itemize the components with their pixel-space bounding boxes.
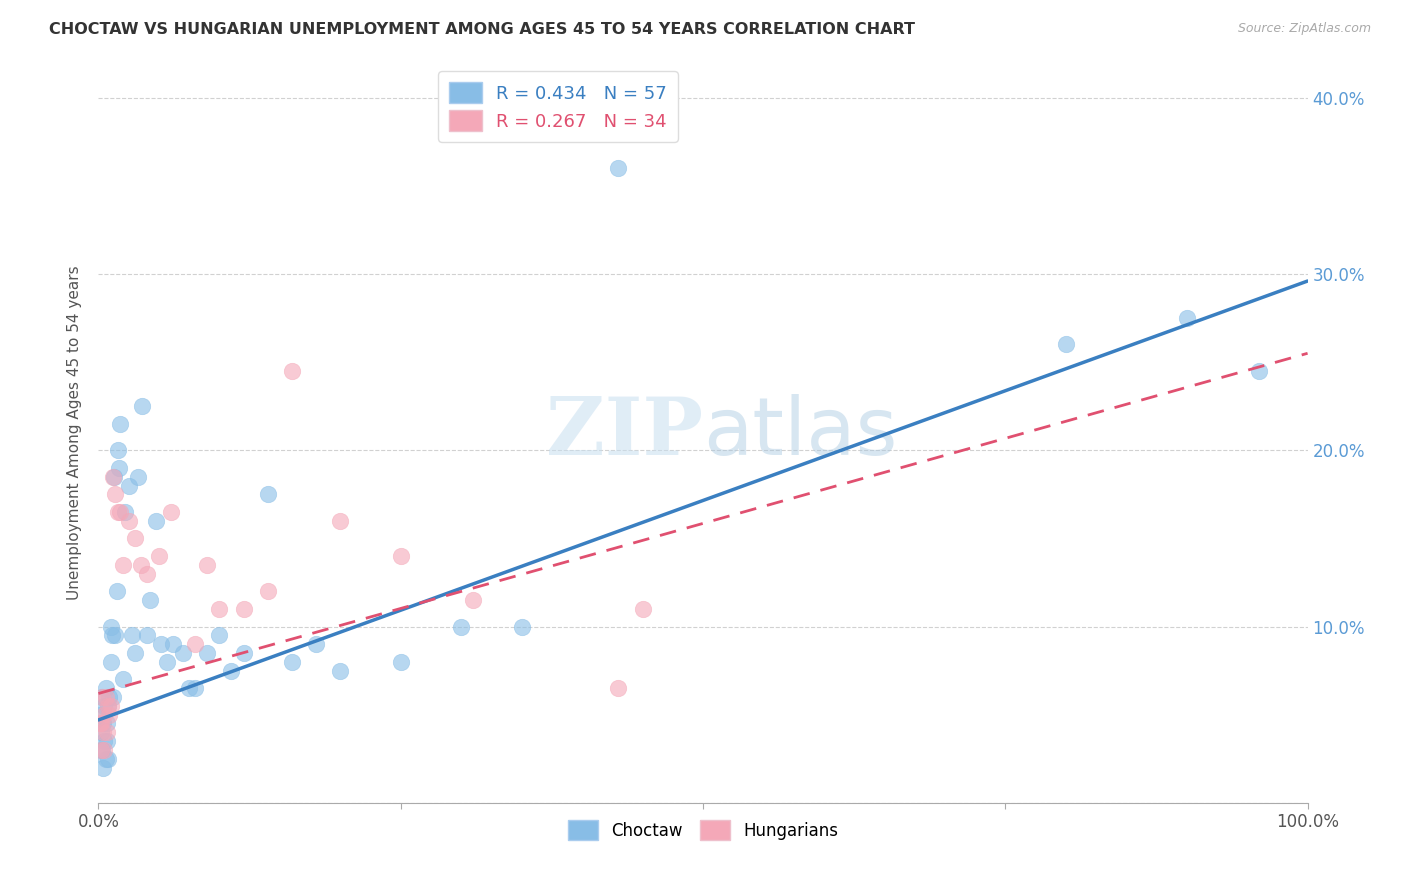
- Point: [118, 514, 141, 528]
- Point: [89, 707, 111, 722]
- Point: [118, 478, 141, 492]
- Point: [96, 734, 118, 748]
- Point: [127, 469, 149, 483]
- Point: [108, 417, 131, 431]
- Point: [389, 549, 412, 563]
- Point: [93, 743, 115, 757]
- Point: [90, 743, 112, 757]
- Point: [221, 664, 243, 678]
- Point: [107, 443, 129, 458]
- Point: [256, 487, 278, 501]
- Point: [93, 707, 115, 722]
- Point: [329, 664, 352, 678]
- Point: [93, 698, 115, 713]
- Point: [195, 558, 218, 572]
- Point: [305, 637, 328, 651]
- Point: [91, 760, 114, 774]
- Point: [281, 364, 304, 378]
- Point: [91, 716, 114, 731]
- Point: [100, 628, 122, 642]
- Point: [131, 399, 153, 413]
- Point: [91, 690, 114, 704]
- Point: [104, 628, 127, 642]
- Point: [1249, 364, 1271, 378]
- Point: [111, 558, 134, 572]
- Point: [98, 690, 121, 704]
- Point: [281, 655, 304, 669]
- Point: [463, 593, 485, 607]
- Point: [156, 655, 179, 669]
- Point: [148, 549, 170, 563]
- Point: [108, 505, 131, 519]
- Point: [607, 681, 630, 696]
- Point: [607, 161, 630, 176]
- Point: [90, 725, 112, 739]
- Point: [96, 716, 118, 731]
- Point: [91, 725, 114, 739]
- Point: [98, 707, 121, 722]
- Y-axis label: Unemployment Among Ages 45 to 54 years: Unemployment Among Ages 45 to 54 years: [66, 265, 82, 600]
- Point: [1054, 337, 1077, 351]
- Point: [90, 716, 112, 731]
- Point: [90, 743, 112, 757]
- Text: atlas: atlas: [703, 393, 897, 472]
- Point: [150, 637, 173, 651]
- Point: [103, 469, 125, 483]
- Point: [129, 558, 152, 572]
- Point: [1175, 311, 1198, 326]
- Point: [135, 628, 157, 642]
- Point: [184, 637, 207, 651]
- Point: [208, 628, 231, 642]
- Point: [107, 505, 129, 519]
- Text: CHOCTAW VS HUNGARIAN UNEMPLOYMENT AMONG AGES 45 TO 54 YEARS CORRELATION CHART: CHOCTAW VS HUNGARIAN UNEMPLOYMENT AMONG …: [49, 22, 915, 37]
- Point: [108, 461, 131, 475]
- Point: [450, 619, 472, 633]
- Point: [172, 646, 194, 660]
- Point: [89, 716, 111, 731]
- Point: [97, 752, 120, 766]
- Point: [94, 690, 117, 704]
- Point: [162, 637, 184, 651]
- Legend: Choctaw, Hungarians: Choctaw, Hungarians: [561, 814, 845, 847]
- Point: [510, 619, 533, 633]
- Point: [114, 505, 136, 519]
- Point: [124, 532, 146, 546]
- Point: [179, 681, 201, 696]
- Point: [139, 593, 162, 607]
- Point: [94, 681, 117, 696]
- Point: [101, 469, 124, 483]
- Point: [94, 752, 117, 766]
- Point: [97, 698, 120, 713]
- Point: [135, 566, 157, 581]
- Point: [389, 655, 412, 669]
- Point: [145, 514, 167, 528]
- Point: [184, 681, 207, 696]
- Point: [100, 698, 122, 713]
- Point: [124, 646, 146, 660]
- Text: ZIP: ZIP: [546, 393, 703, 472]
- Point: [121, 628, 143, 642]
- Point: [195, 646, 218, 660]
- Point: [160, 505, 183, 519]
- Point: [104, 487, 127, 501]
- Point: [631, 602, 654, 616]
- Point: [101, 690, 124, 704]
- Point: [97, 698, 120, 713]
- Text: Source: ZipAtlas.com: Source: ZipAtlas.com: [1237, 22, 1371, 36]
- Point: [256, 584, 278, 599]
- Point: [96, 725, 118, 739]
- Point: [232, 646, 254, 660]
- Point: [105, 584, 128, 599]
- Point: [93, 734, 115, 748]
- Point: [91, 743, 114, 757]
- Point: [91, 690, 114, 704]
- Point: [329, 514, 352, 528]
- Point: [208, 602, 231, 616]
- Point: [100, 655, 122, 669]
- Point: [100, 619, 122, 633]
- Point: [111, 673, 134, 687]
- Point: [232, 602, 254, 616]
